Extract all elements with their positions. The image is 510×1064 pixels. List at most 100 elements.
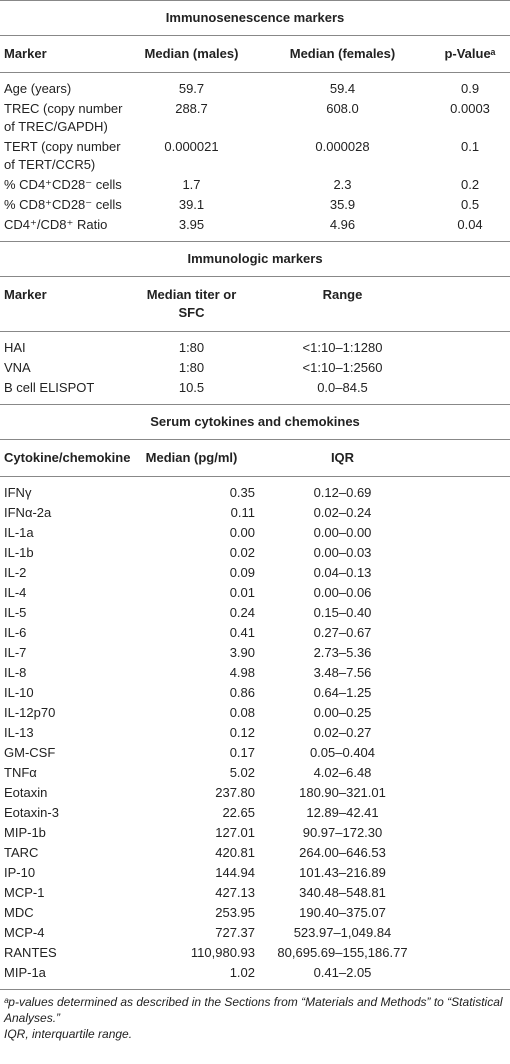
cell: GM-CSF [4,745,56,760]
cell: 0.35 [229,485,255,500]
cell: 0.02–0.24 [313,505,372,520]
cell: 180.90–321.01 [299,785,386,800]
cell: 0.2 [460,177,480,192]
cell: 12.89–42.41 [306,805,379,820]
cell: 0.08 [229,705,255,720]
empty-cell [430,703,510,723]
cell: 110,980.93 [190,945,255,960]
data-row: Eotaxin 237.80 180.90–321.01 [0,783,510,803]
cell: 0.41–2.05 [255,963,430,990]
empty-cell [430,803,510,823]
data-row: GM-CSF 0.17 0.05–0.404 [0,743,510,763]
cell: 727.37 [215,925,255,940]
empty-cell [430,963,510,990]
data-row: MCP-4 727.37 523.97–1,049.84 [0,923,510,943]
cell: % CD8⁺CD28⁻ cells [4,197,122,212]
cell: 0.86 [229,685,255,700]
cell: RANTES [4,945,57,960]
cell: 340.48–548.81 [299,885,386,900]
cell: 101.43–216.89 [299,865,386,880]
empty-cell [430,563,510,583]
cell: 0.00–0.03 [313,545,372,560]
cell: TERT (copy number of TERT/CCR5) [4,139,121,172]
cell: 5.02 [229,765,255,780]
cell: <1:10–1:2560 [302,360,383,375]
data-row: Eotaxin-3 22.65 12.89–42.41 [0,803,510,823]
cell: 22.65 [222,805,255,820]
cell: 0.00–0.06 [313,585,372,600]
cell: 523.97–1,049.84 [293,925,392,940]
data-row: B cell ELISPOT 10.5 0.0–84.5 [0,378,510,405]
data-row: IL-1a 0.00 0.00–0.00 [0,523,510,543]
cell: <1:10–1:1280 [302,340,383,355]
cell: 0.00 [229,525,255,540]
data-row: % CD8⁺CD28⁻ cells 39.1 35.9 0.5 [0,195,510,215]
cell: IL-10 [4,685,34,700]
cell: IL-1b [4,545,34,560]
cell: MIP-1a [0,963,128,990]
data-row: IL-5 0.24 0.15–0.40 [0,603,510,623]
cell: 2.3 [333,177,352,192]
footnote: ᵃp-values determined as described in the… [4,995,503,1025]
section-title: Serum cytokines and chemokines [0,405,510,440]
empty-cell [430,863,510,883]
empty-cell [430,523,510,543]
data-row: Age (years) 59.7 59.4 0.9 [0,73,510,100]
header-cell: Range [255,276,430,332]
data-row: MIP-1a 1.02 0.41–2.05 [0,963,510,990]
cell: 0.02 [229,545,255,560]
cell: 0.64–1.25 [313,685,372,700]
cell: 420.81 [215,845,255,860]
data-row: TNFα 5.02 4.02–6.48 [0,763,510,783]
empty-cell [430,358,510,378]
empty-cell [430,583,510,603]
empty-cell [430,903,510,923]
data-row: MCP-1 427.13 340.48–548.81 [0,883,510,903]
cell: Eotaxin [4,785,48,800]
cell: 80,695.69–155,186.77 [277,945,408,960]
header-row: Cytokine/chemokine Median (pg/ml) IQR [0,439,510,477]
cell: 0.02–0.27 [313,725,372,740]
cell: MCP-1 [4,885,45,900]
cell: 3.48–7.56 [313,665,372,680]
cell: 39.1 [178,197,205,212]
cell: 0.000028 [315,139,370,154]
data-row: % CD4⁺CD28⁻ cells 1.7 2.3 0.2 [0,175,510,195]
empty-cell [430,663,510,683]
cell: 0.04 [430,215,510,242]
cell: IP-10 [4,865,36,880]
cell: 1.02 [128,963,255,990]
cell: 0.12–0.69 [313,485,372,500]
cell: TNFα [4,765,37,780]
cell: 90.97–172.30 [302,825,383,840]
cell: 0.00–0.00 [313,525,372,540]
header-cell: IQR [255,439,430,477]
cell: 0.09 [229,565,255,580]
cell: 608.0 [326,101,359,116]
cell: 0.0003 [450,101,490,116]
cell: 1:80 [178,360,205,375]
header-cell: Median titer or SFC [128,276,255,332]
data-row: IP-10 144.94 101.43–216.89 [0,863,510,883]
cell: IL-8 [4,665,27,680]
empty-cell [430,332,510,359]
section-table: Immunosenescence markers Marker Median (ma… [0,1,510,242]
header-cell: Marker [0,35,128,73]
data-row: IL-13 0.12 0.02–0.27 [0,723,510,743]
data-row: IL-2 0.09 0.04–0.13 [0,563,510,583]
cell: MIP-1b [4,825,46,840]
header-cell: Median (males) [128,35,255,73]
cell: % CD4⁺CD28⁻ cells [4,177,122,192]
cell: 0.17 [229,745,255,760]
empty-cell [430,543,510,563]
cell: 0.41 [229,625,255,640]
cell: 0.04–0.13 [313,565,372,580]
empty-cell [430,823,510,843]
empty-cell [430,276,510,332]
empty-cell [430,783,510,803]
data-row: TERT (copy number of TERT/CCR5) 0.000021 0… [0,137,510,175]
cell: 3.95 [128,215,255,242]
data-row: MIP-1b 127.01 90.97–172.30 [0,823,510,843]
cell: 10.5 [128,378,255,405]
